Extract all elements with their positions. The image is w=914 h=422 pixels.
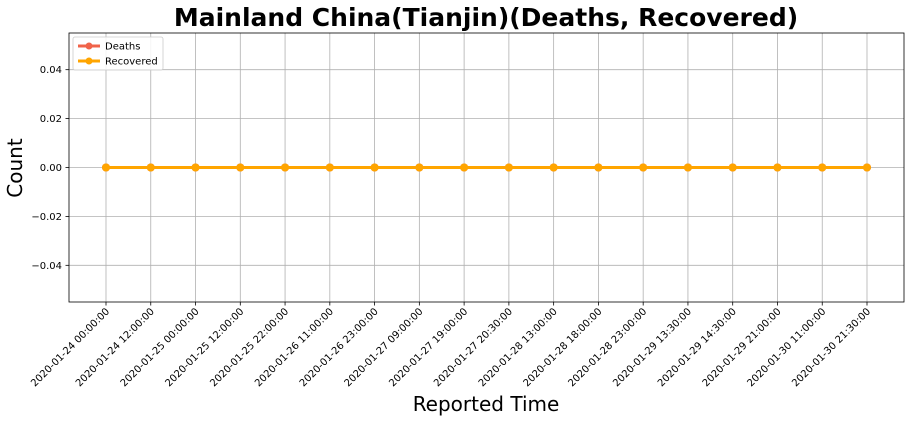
x-tick-label: 2020-01-28 18:00:00 [522,306,605,389]
data-point [415,163,424,172]
x-tick-label: 2020-01-25 00:00:00 [119,306,202,389]
legend-swatch-marker [85,57,93,65]
x-tick-label: 2020-01-30 21:30:00 [790,306,873,389]
x-tick-label: 2020-01-28 23:00:00 [566,306,649,389]
legend-label: Recovered [105,57,158,68]
data-point [549,163,558,172]
data-point [594,163,603,172]
legend-swatch-marker [85,42,93,50]
x-tick-label: 2020-01-25 22:00:00 [208,306,291,389]
x-tick-label: 2020-01-29 21:00:00 [701,306,784,389]
data-point [146,163,155,172]
y-tick-label: −0.04 [31,261,62,272]
y-tick-label: −0.02 [31,212,62,223]
data-point [460,163,469,172]
data-point [504,163,513,172]
data-point [102,163,110,172]
legend-label: Deaths [105,42,140,53]
x-tick-label: 2020-01-24 00:00:00 [29,306,112,389]
x-tick-label: 2020-01-27 09:00:00 [343,306,426,389]
data-point [728,163,737,172]
data-point [639,163,648,172]
x-tick-label: 2020-01-30 11:00:00 [745,306,828,389]
y-tick-label: 0.04 [40,65,62,76]
chart-title: Mainland China(Tianjin)(Deaths, Recovere… [174,3,798,32]
data-point [325,163,334,172]
y-tick-label: 0.02 [40,114,62,125]
x-tick-label: 2020-01-24 12:00:00 [74,306,157,389]
x-axis-label: Reported Time [413,392,560,416]
x-tick-label: 2020-01-27 19:00:00 [387,306,470,389]
data-point [683,163,692,172]
data-point [818,163,827,172]
x-tick-label: 2020-01-29 13:30:00 [611,306,694,389]
y-tick-label: 0.00 [40,163,62,174]
x-tick-label: 2020-01-29 14:30:00 [656,306,739,389]
x-tick-label: 2020-01-27 20:30:00 [432,306,515,389]
data-point [773,163,782,172]
x-tick-label: 2020-01-28 13:00:00 [477,306,560,389]
x-tick-label: 2020-01-26 11:00:00 [253,306,336,389]
data-point [191,163,200,172]
x-tick-label: 2020-01-26 23:00:00 [298,306,381,389]
y-axis-label: Count [3,138,27,198]
data-point [863,163,871,172]
data-point [281,163,290,172]
data-point [236,163,245,172]
data-point [370,163,379,172]
x-tick-label: 2020-01-25 12:00:00 [164,306,247,389]
